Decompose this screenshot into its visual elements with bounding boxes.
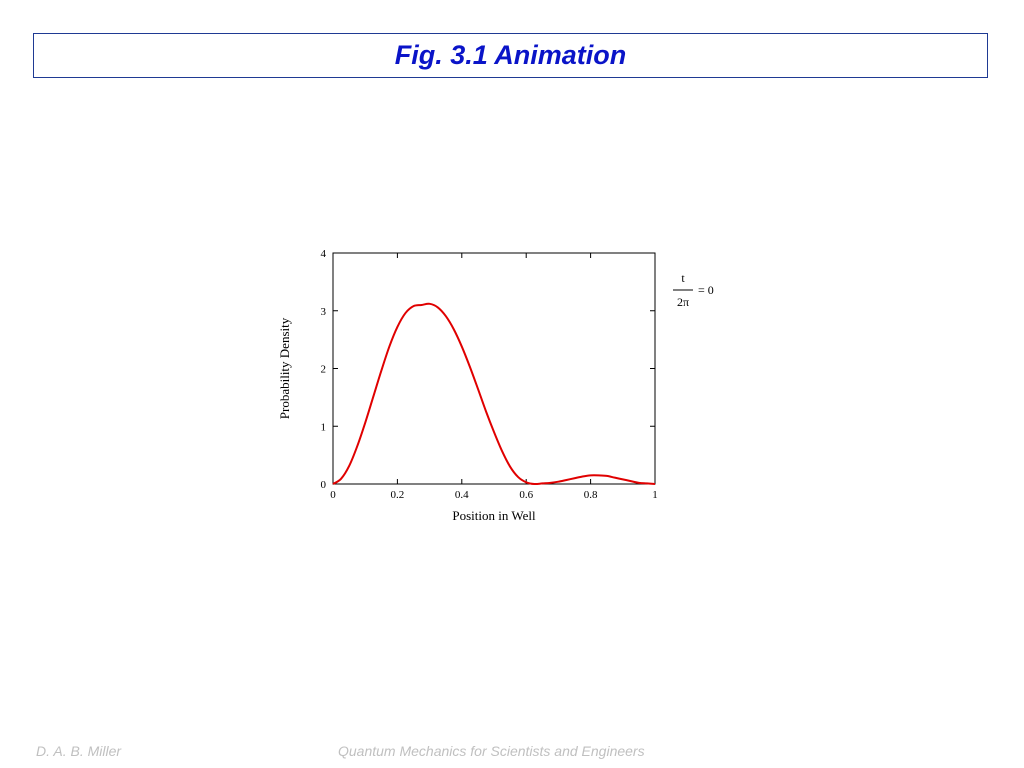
plot-group: 0 0.2 0.4 0.6 0.8 1 0 1 2 3 4 Position in Well Proba… (277, 248, 658, 523)
title-box: Fig. 3.1 Animation (33, 33, 988, 78)
x-tick-label: 0 (330, 489, 336, 501)
y-axis-label: Probability Density (277, 317, 292, 419)
y-tick-label: 3 (321, 306, 327, 318)
time-annotation: t 2π = 0 (673, 271, 714, 309)
x-axis-label: Position in Well (452, 508, 536, 523)
annotation-equals: = 0 (698, 283, 714, 297)
annotation-numerator: t (681, 271, 685, 285)
footer-author: D. A. B. Miller (36, 743, 122, 759)
x-tick-label: 0.4 (455, 489, 469, 501)
probability-density-curve (332, 302, 656, 486)
annotation-denominator: 2π (677, 295, 689, 309)
y-tick-label: 4 (321, 248, 327, 260)
footer-course: Quantum Mechanics for Scientists and Eng… (338, 743, 645, 759)
x-tick-label: 0.2 (391, 489, 405, 501)
y-tick-label: 1 (321, 421, 327, 433)
x-tick-label: 1 (652, 489, 658, 501)
y-tick-label: 2 (321, 364, 327, 376)
slide-title: Fig. 3.1 Animation (394, 40, 627, 70)
y-tick-label: 0 (321, 479, 327, 491)
x-tick-label: 0.6 (519, 489, 533, 501)
x-tick-label: 0.8 (584, 489, 598, 501)
